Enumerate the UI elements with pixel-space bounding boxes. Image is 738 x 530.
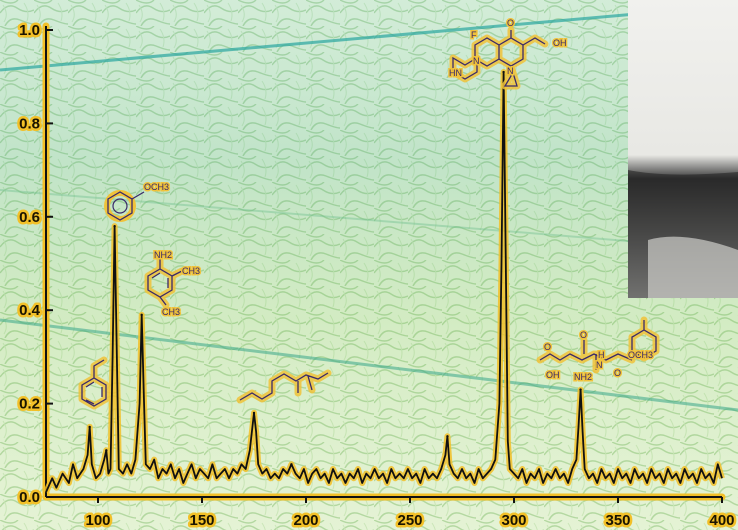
ciprofloxacin-n1-label: N (473, 56, 480, 66)
y-tick-label-0.2: 0.2 (19, 396, 40, 413)
x-tick-label-250: 250 (397, 512, 422, 529)
aspartame-och3-label: OCH3 (628, 350, 653, 360)
y-tick-label-0.0: 0.0 (19, 489, 40, 506)
x-tick-label-200: 200 (293, 512, 318, 529)
toluene-structure (78, 356, 110, 410)
x-tick-label-300: 300 (501, 512, 526, 529)
aspartame-h-label: H (598, 350, 605, 360)
x-axis: 100 150 200 250 300 350 400 (42, 493, 737, 530)
anisole-label: OCH3 (144, 182, 169, 192)
x-tick-label-150: 150 (189, 512, 214, 529)
y-tick-label-0.8: 0.8 (19, 115, 40, 132)
peak-193 (290, 463, 293, 466)
peak-108 (113, 224, 116, 228)
peak-295 (502, 70, 505, 74)
peak-96 (88, 425, 91, 429)
peak-121 (140, 313, 143, 317)
peak-points (88, 70, 582, 466)
dimethylaniline-nh2-label: NH2 (154, 250, 172, 260)
ciprofloxacin-n2-label: N (507, 66, 514, 76)
y-axis: 0.0 0.2 0.4 0.6 0.8 1.0 (17, 20, 53, 509)
x-ticks: 100 150 200 250 300 350 400 (83, 497, 737, 530)
y-tick-label-0.6: 0.6 (19, 209, 40, 226)
ciprofloxacin-hn-label: HN (449, 68, 462, 78)
dimethylaniline-ch3-label-1: CH3 (182, 266, 200, 276)
x-tick-label-100: 100 (85, 512, 110, 529)
x-tick-label-350: 350 (605, 512, 630, 529)
aspartame-o-label-2: O (580, 330, 587, 340)
peak-175 (252, 411, 256, 415)
ciprofloxacin-o-label: O (507, 18, 514, 28)
peak-104 (105, 449, 108, 452)
aspartame-nh2-label: NH2 (574, 372, 592, 382)
aspartame-oh-label: OH (546, 370, 560, 380)
aspartame-o-label-1: O (544, 342, 551, 352)
peak-268 (446, 435, 449, 438)
anisole-structure: OCH3 (104, 181, 171, 222)
y-ticks: 0.0 0.2 0.4 0.6 0.8 1.0 (17, 20, 53, 509)
ciprofloxacin-oh-label: OH (553, 38, 567, 48)
peak-332 (579, 388, 582, 391)
y-tick-label-1.0: 1.0 (19, 22, 40, 39)
dimethylaniline-ch3-label-2: CH3 (162, 307, 180, 317)
photo-inset (628, 0, 738, 298)
ciprofloxacin-f-label: F (471, 30, 477, 40)
ciprofloxacin-structure: F O OH HN N N (448, 17, 568, 90)
aspartame-o-label-3: O (614, 368, 621, 378)
aspartame-structure: O OH NH2 N H O OCH3 O (536, 316, 660, 384)
spectrum-line (45, 71, 723, 493)
arginine-structure (236, 369, 332, 404)
dimethylaniline-structure: NH2 CH3 CH3 (144, 249, 202, 319)
x-tick-label-400: 400 (709, 512, 734, 529)
y-tick-label-0.4: 0.4 (19, 302, 41, 319)
aspartame-n-label: N (596, 360, 603, 370)
